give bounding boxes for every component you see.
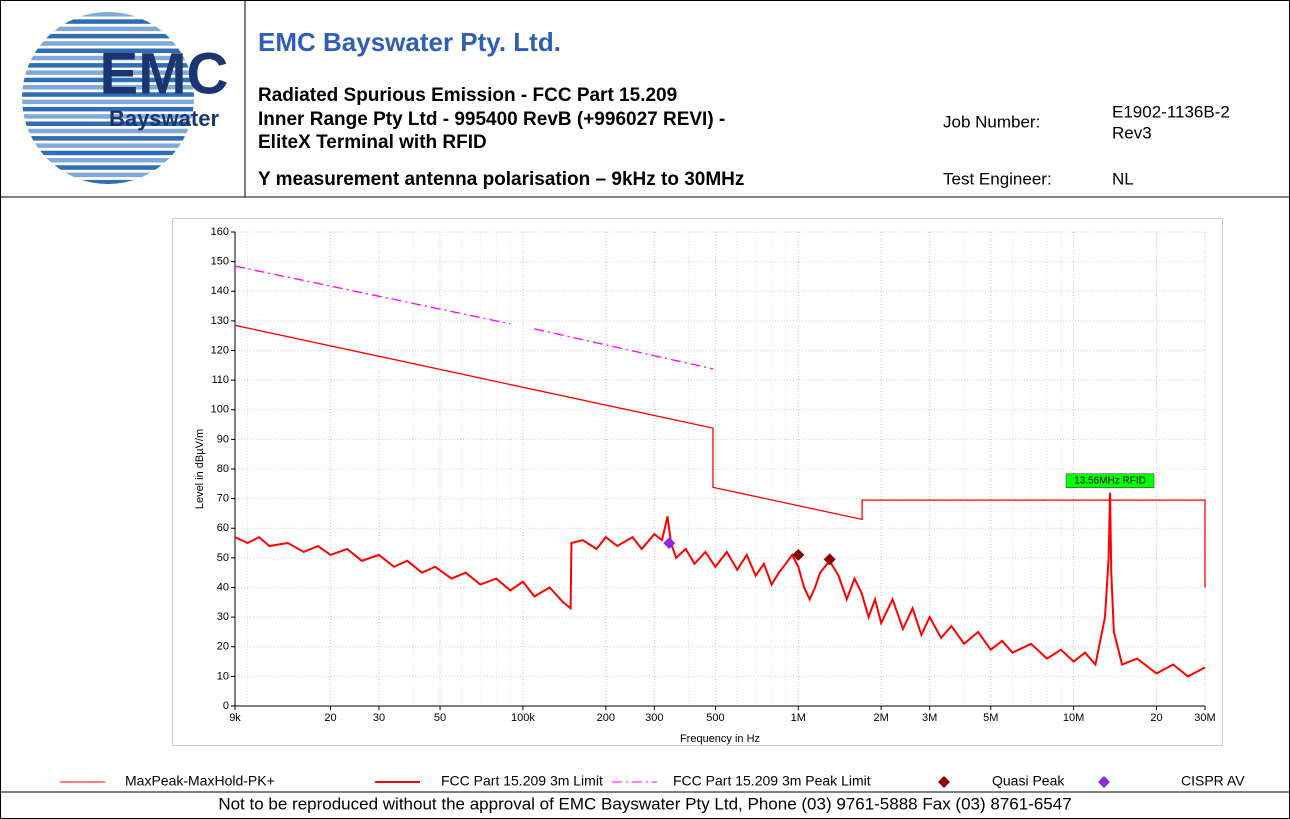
logo-main: EMC <box>100 41 229 106</box>
y-tick-label: 150 <box>211 256 229 268</box>
y-tick-label: 110 <box>211 374 229 386</box>
y-tick-label: 20 <box>217 641 229 653</box>
y-tick-label: 100 <box>211 404 229 416</box>
test-engineer: NL <box>1112 169 1134 188</box>
logo-stripe <box>22 26 194 32</box>
x-tick-label: 500 <box>706 712 724 724</box>
chart: 0 10 20 30 40 50 60 70 80 90 100 110 120 130 140 150 160… <box>60 226 1245 789</box>
x-tick-label: 20 <box>1150 712 1162 724</box>
x-tick-label: 20 <box>324 712 336 724</box>
y-tick-label: 30 <box>217 611 229 623</box>
x-tick-label: 50 <box>434 712 446 724</box>
legend-label: CISPR AV <box>1181 773 1245 789</box>
marker <box>663 537 676 550</box>
logo-stripe <box>22 136 194 141</box>
header-line: EliteX Terminal with RFID <box>258 132 487 153</box>
logo-stripe <box>22 63 194 68</box>
y-tick-label: 10 <box>217 670 229 682</box>
logo-stripe <box>22 172 194 178</box>
series-line <box>234 492 1206 678</box>
logo-sub: Bayswater <box>109 106 220 131</box>
logo-stripe <box>22 12 194 17</box>
logo-stripe <box>22 85 194 90</box>
logo-stripe <box>22 143 194 148</box>
y-tick-label: 80 <box>217 463 229 475</box>
legend-label: MaxPeak-MaxHold-PK+ <box>125 773 275 789</box>
company-name: EMC Bayswater Pty. Ltd. <box>258 27 561 57</box>
y-tick-label: 90 <box>217 433 229 445</box>
legend-marker <box>1098 776 1110 788</box>
logo-stripe <box>22 128 194 134</box>
logo-stripe <box>22 33 194 39</box>
logo-stripe <box>22 158 194 163</box>
x-tick-label: 9k <box>229 712 241 724</box>
y-axis-label: Level in dBµV/m <box>194 429 206 509</box>
logo-stripe <box>22 106 194 112</box>
x-tick-label: 2M <box>874 712 889 724</box>
annotation-box <box>1065 473 1155 488</box>
logo-stripe <box>22 70 194 75</box>
y-tick-label: 70 <box>217 493 229 505</box>
job-number-label: Job Number: <box>943 112 1040 131</box>
logo-stripe <box>22 114 194 119</box>
x-tick-label: 3M <box>922 712 937 724</box>
logo-stripe <box>22 48 194 53</box>
x-tick-label: 100k <box>511 712 535 724</box>
series-line <box>234 324 1206 588</box>
x-tick-label: 200 <box>597 712 615 724</box>
legend-label: FCC Part 15.209 3m Limit <box>441 773 603 789</box>
logo-stripe <box>22 77 194 83</box>
logo-stripe <box>22 92 194 97</box>
x-tick-label: 300 <box>645 712 663 724</box>
y-tick-label: 160 <box>211 226 229 238</box>
logo-stripe <box>22 150 194 156</box>
marker <box>792 548 805 561</box>
annotation: 13.56MHz RFID <box>1074 475 1146 486</box>
footer: Not to be reproduced without the approva… <box>218 794 1071 813</box>
y-tick-label: 140 <box>211 285 229 297</box>
series-line <box>234 265 714 370</box>
legend-label: FCC Part 15.209 3m Peak Limit <box>673 773 871 789</box>
x-axis-label: Frequency in Hz <box>680 733 760 745</box>
y-tick-label: 0 <box>223 700 229 712</box>
legend-marker <box>938 776 950 788</box>
job-number: Rev3 <box>1112 123 1152 142</box>
x-tick-label: 30 <box>373 712 385 724</box>
x-tick-label: 1M <box>791 712 806 724</box>
logo-stripe <box>22 55 194 61</box>
logo-stripe <box>22 165 194 170</box>
x-tick-label: 5M <box>983 712 998 724</box>
x-tick-label: 10M <box>1063 712 1084 724</box>
marker <box>823 553 836 566</box>
chart-frame <box>172 218 1223 746</box>
y-tick-label: 120 <box>211 344 229 356</box>
logo-stripe <box>22 41 194 46</box>
job-number: E1902-1136B-2 <box>1112 102 1230 121</box>
test-engineer-label: Test Engineer: <box>943 169 1052 188</box>
logo-stripe <box>22 179 194 184</box>
logo-stripe <box>22 19 194 24</box>
legend-label: Quasi Peak <box>992 773 1065 789</box>
header-line: Inner Range Pty Ltd - 995400 RevB (+9960… <box>258 109 725 130</box>
y-tick-label: 40 <box>217 581 229 593</box>
logo-globe <box>22 12 194 184</box>
y-tick-label: 50 <box>217 552 229 564</box>
logo-stripe <box>22 99 194 105</box>
y-tick-label: 130 <box>211 315 229 327</box>
header-line: Y measurement antenna polarisation – 9kH… <box>258 169 744 190</box>
x-tick-label: 30M <box>1194 712 1215 724</box>
header-line: Radiated Spurious Emission - FCC Part 15… <box>258 85 677 106</box>
logo-stripe <box>22 121 194 126</box>
y-tick-label: 60 <box>217 522 229 534</box>
